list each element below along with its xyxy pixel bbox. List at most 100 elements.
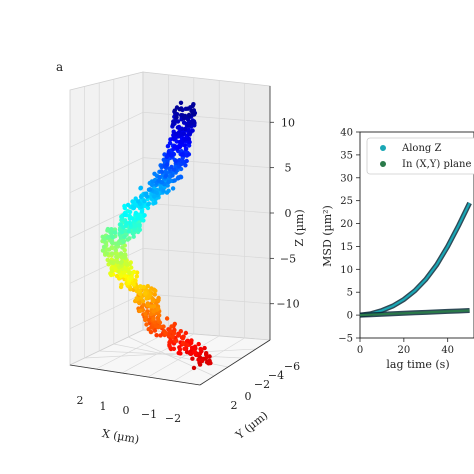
z-tick-label: −5 [280, 252, 296, 265]
trajectory-point [166, 333, 171, 338]
pane-y-back [142, 71, 271, 341]
trajectory-point [183, 163, 188, 168]
legend-marker-xy-plane [380, 161, 386, 167]
trajectory-point [143, 317, 148, 323]
msd-axes-frame [359, 131, 474, 339]
trajectory-point [129, 216, 135, 221]
trajectory-point [122, 234, 127, 240]
trajectory-point [161, 188, 166, 193]
trajectory-point [131, 281, 136, 287]
grid-line-floor [147, 335, 220, 378]
legend-box [366, 137, 474, 175]
trajectory-point [186, 152, 192, 157]
trajectory-point [157, 313, 162, 318]
trajectory-point [108, 259, 113, 265]
trajectory-point [105, 226, 111, 232]
trajectory-point [142, 199, 147, 204]
trajectory-point [178, 329, 183, 334]
trajectory-point [141, 284, 146, 290]
trajectory-point [166, 179, 171, 185]
trajectory-point [174, 115, 179, 120]
z-axis: 10 5 0 −5 −10 Z (µm) [269, 86, 306, 340]
trajectory-point [180, 340, 186, 346]
trajectory-point [198, 346, 203, 352]
trajectory-point [153, 200, 158, 205]
trajectory-point [186, 112, 192, 118]
z-axis-label: Z (µm) [293, 209, 306, 246]
trajectory-point [123, 228, 128, 234]
trajectory-point [166, 150, 171, 155]
trajectory-point [113, 230, 118, 235]
trajectory-point [110, 235, 116, 240]
trajectory-point [166, 188, 171, 193]
trajectory-point [185, 117, 191, 122]
trajectory-point [121, 239, 126, 245]
trajectory-point [170, 334, 175, 340]
trajectory-point [104, 251, 110, 256]
msd-y-tick-label: 0 [347, 311, 353, 322]
trajectory-point [144, 191, 149, 197]
trajectory-point [139, 295, 144, 300]
trajectory-point [178, 100, 184, 106]
trajectory-point [180, 113, 185, 118]
trajectory-point [102, 235, 107, 241]
trajectory-point [151, 304, 157, 309]
trajectory-point [177, 347, 183, 352]
msd-x-tick-label: 40 [441, 345, 454, 356]
trajectory-point [165, 162, 170, 167]
trajectory-point [183, 137, 188, 142]
trajectory-point [127, 220, 133, 225]
grid-line-z [142, 293, 271, 305]
msd-y-tick-label: −5 [338, 334, 353, 345]
trajectory-point [126, 229, 132, 234]
trajectory-point [133, 223, 138, 228]
x-tick-label: 0 [123, 404, 130, 417]
trajectory-point [182, 346, 187, 351]
z-tick-label: 0 [285, 207, 292, 220]
trajectory-point [122, 255, 127, 260]
trajectory-point [124, 220, 129, 226]
trajectory-point [172, 108, 177, 113]
msd-x-tick-label: 20 [397, 345, 410, 356]
trajectory-point [164, 316, 170, 321]
trajectory-point [165, 183, 170, 188]
trajectory-point [133, 196, 138, 201]
trajectory-point [129, 265, 134, 270]
trajectory-point [119, 230, 125, 235]
trajectory-point [148, 304, 153, 309]
trajectory-point [140, 299, 146, 304]
trajectory-point [189, 108, 194, 114]
trajectory-point [190, 103, 195, 109]
legend-label-xy-plane: In (X,Y) plane [402, 159, 471, 170]
z-tick-label: 5 [285, 162, 292, 175]
x-axis: 2 1 0 −1 −2 X (µm) [69, 364, 201, 446]
msd-series-line [359, 309, 470, 317]
trajectory-point [138, 185, 144, 190]
trajectory-point [174, 338, 179, 343]
y-tick-label: −4 [268, 369, 284, 382]
trajectory-point [192, 349, 197, 355]
trajectory-point [122, 212, 128, 217]
trajectory-point [144, 322, 149, 327]
z-tick-label: −10 [276, 298, 299, 311]
y-tick-label: 2 [231, 399, 238, 412]
trajectory-point [118, 235, 124, 240]
x-tick-label: 1 [100, 400, 107, 413]
trajectory-point [151, 316, 156, 321]
trajectory-point [152, 292, 157, 297]
trajectory-point [165, 144, 171, 149]
trajectory-point [131, 234, 136, 239]
trajectory-point [143, 311, 148, 317]
trajectory-point [125, 202, 131, 208]
trajectory-point [116, 269, 121, 274]
trajectory-point [156, 178, 161, 183]
legend-label-along-z: Along Z [401, 143, 441, 154]
grid-line-z [142, 111, 271, 123]
z-tick-label: 10 [281, 116, 295, 129]
trajectory-point [159, 180, 165, 185]
grid-line-floor [128, 336, 215, 377]
trajectory-point [136, 199, 141, 204]
trajectory-point [124, 261, 129, 266]
trajectory-point [177, 107, 182, 112]
